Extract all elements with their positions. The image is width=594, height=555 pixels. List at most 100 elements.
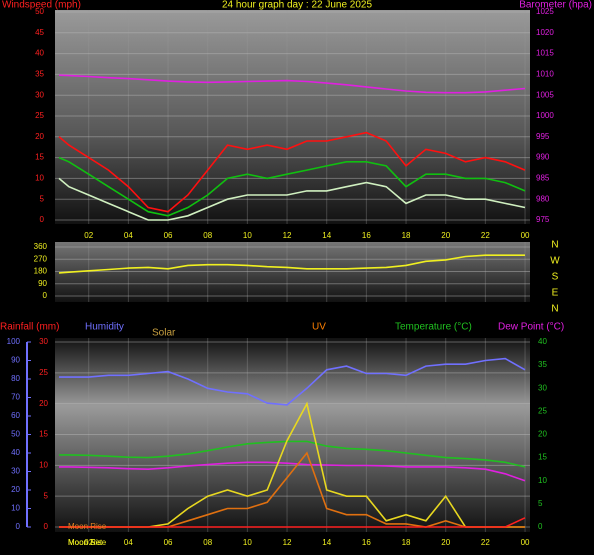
x-tick-label: 02 — [84, 538, 93, 547]
compass-label: S — [552, 272, 559, 283]
x-tick-label: 12 — [283, 538, 292, 547]
y2-tick-label: 30 — [538, 383, 547, 392]
y-tick-label: 10 — [35, 174, 44, 183]
x-tick-label: 08 — [203, 231, 212, 240]
ylabel-text: Rainfall (mm) — [0, 322, 59, 333]
y2-tick-label: 975 — [536, 215, 550, 224]
y3-tick-label: 10 — [11, 504, 20, 513]
y-tick-label: 30 — [39, 337, 48, 346]
x-tick-label: 22 — [481, 231, 490, 240]
annotation: Moon Rise — [68, 522, 107, 531]
y2-tick-label: 1020 — [536, 28, 554, 37]
series-line — [59, 461, 526, 482]
plot-area — [55, 242, 530, 302]
humidity-label-text: Humidity — [85, 322, 124, 333]
y3-tick-label: 70 — [11, 393, 20, 402]
y3-tick-label: 20 — [11, 485, 20, 494]
series-line — [58, 131, 526, 213]
y-tick-label: 35 — [35, 70, 44, 79]
y2-tick-label: 1015 — [536, 49, 554, 58]
y2-tick-label: 980 — [536, 194, 550, 203]
x-tick-label: 08 — [203, 538, 212, 547]
y-tick-label: 30 — [35, 90, 44, 99]
title-text: 24 hour graph day : 22 June 2025 — [222, 0, 373, 11]
series-line — [58, 74, 526, 94]
x-tick-label: 10 — [243, 538, 252, 547]
y-tick-label: 5 — [40, 194, 45, 203]
ylabel-text: Windspeed (mph) — [2, 0, 81, 11]
y3-tick-label: 60 — [11, 411, 20, 420]
x-tick-label: 06 — [164, 538, 173, 547]
x-tick-label: 04 — [124, 231, 133, 240]
series-line — [58, 177, 526, 221]
y3-tick-label: 40 — [11, 448, 20, 457]
y-tick-label: 40 — [35, 49, 44, 58]
y3-tick-label: 30 — [11, 467, 20, 476]
y-tick-label: 5 — [44, 491, 49, 500]
annotation: Moon Rise — [68, 538, 107, 547]
y-tick-label: 0 — [44, 522, 49, 531]
x-tick-label: 00 — [521, 538, 530, 547]
y-tick-label: 0 — [40, 215, 45, 224]
y-tick-label: 270 — [34, 254, 48, 263]
y2-tick-label: 1025 — [536, 7, 554, 16]
y-tick-label: 20 — [39, 399, 48, 408]
plot-area — [55, 338, 530, 532]
series-line — [59, 517, 526, 528]
y2-tick-label: 20 — [538, 430, 547, 439]
x-tick-label: 20 — [441, 231, 450, 240]
y2-tick-label: 25 — [538, 406, 547, 415]
y2-tick-label: 1000 — [536, 111, 554, 120]
x-tick-label: 00 — [521, 231, 530, 240]
y-tick-label: 25 — [39, 368, 48, 377]
x-tick-label: 16 — [362, 538, 371, 547]
y2-tick-label: 35 — [538, 360, 547, 369]
y2-tick-label: 40 — [538, 337, 547, 346]
y3-tick-label: 100 — [7, 337, 21, 346]
y2-tick-label: 995 — [536, 132, 550, 141]
series-line — [59, 357, 526, 406]
y2-tick-label: 15 — [538, 453, 547, 462]
y3-tick-label: 80 — [11, 374, 20, 383]
series-line — [58, 156, 526, 217]
y-tick-label: 10 — [39, 460, 48, 469]
x-tick-label: 20 — [441, 538, 450, 547]
plot-area — [55, 10, 530, 224]
y-tick-label: 25 — [35, 111, 44, 120]
right-label-text: Temperature (°C) — [395, 322, 472, 333]
y-tick-label: 180 — [34, 267, 48, 276]
y3-tick-label: 0 — [16, 522, 21, 531]
y3-tick-label: 50 — [11, 430, 20, 439]
x-tick-label: 02 — [84, 231, 93, 240]
y2-tick-label: 10 — [538, 476, 547, 485]
y2-tick-label: 1010 — [536, 70, 554, 79]
x-tick-label: 18 — [402, 538, 411, 547]
y2-tick-label: 0 — [538, 522, 543, 531]
x-tick-label: 10 — [243, 231, 252, 240]
y-tick-label: 360 — [34, 242, 48, 251]
compass-label: W — [550, 256, 560, 267]
series-label: Dew Point (°C) — [498, 322, 564, 333]
x-tick-label: 16 — [362, 231, 371, 240]
y-tick-label: 90 — [38, 279, 47, 288]
y2-tick-label: 1005 — [536, 90, 554, 99]
x-tick-label: 06 — [164, 231, 173, 240]
x-tick-label: 22 — [481, 538, 490, 547]
series-line — [58, 254, 525, 274]
series-label: UV — [312, 322, 326, 333]
y-tick-label: 15 — [39, 430, 48, 439]
compass-label: N — [551, 304, 558, 315]
y-tick-label: 15 — [35, 153, 44, 162]
compass-label: N — [551, 240, 558, 251]
annotation: Moon Set — [68, 538, 103, 547]
y-tick-label: 20 — [35, 132, 44, 141]
x-tick-label: 04 — [124, 538, 133, 547]
x-tick-label: 12 — [283, 231, 292, 240]
y2-tick-label: 5 — [538, 499, 543, 508]
y3-tick-label: 90 — [11, 356, 20, 365]
compass-label: E — [552, 288, 559, 299]
x-tick-label: 14 — [322, 231, 331, 240]
y2-tick-label: 985 — [536, 174, 550, 183]
